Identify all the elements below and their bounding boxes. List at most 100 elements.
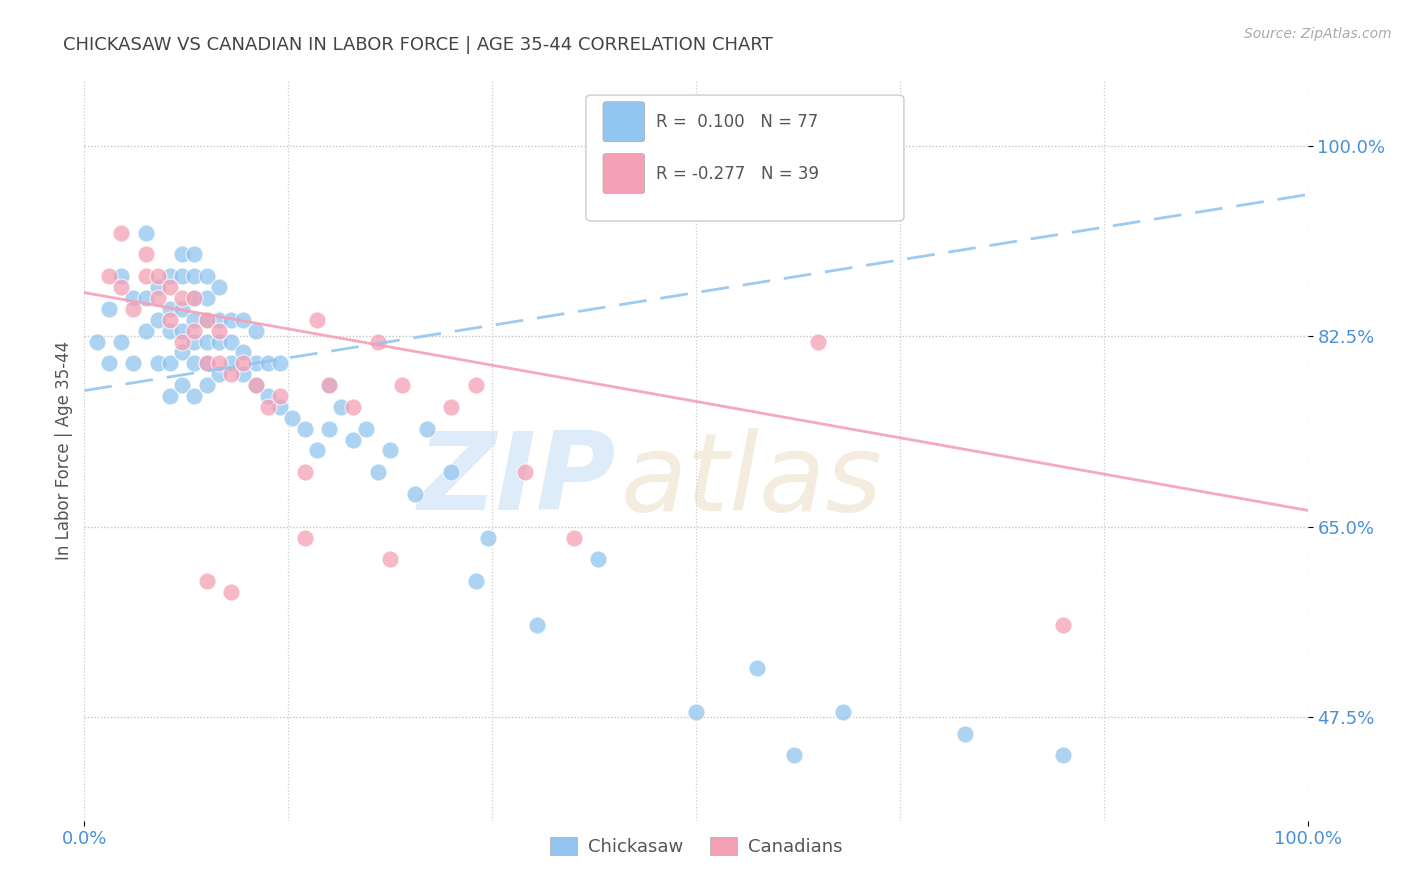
Point [440, 465, 463, 479]
Point [195, 356, 218, 370]
Point [257, 400, 280, 414]
Point [183, 291, 205, 305]
FancyBboxPatch shape [603, 102, 644, 142]
Point [562, 531, 585, 545]
Point [195, 574, 218, 588]
Point [110, 334, 132, 349]
Point [391, 378, 413, 392]
Point [195, 269, 218, 284]
Point [110, 280, 132, 294]
Point [232, 368, 254, 382]
Point [183, 313, 205, 327]
Point [172, 378, 194, 392]
Point [219, 356, 242, 370]
Point [208, 356, 231, 370]
Point [146, 313, 169, 327]
Point [367, 334, 389, 349]
Point [245, 324, 267, 338]
Point [953, 726, 976, 740]
Point [219, 313, 242, 327]
Point [354, 422, 377, 436]
Point [219, 368, 242, 382]
Point [464, 378, 486, 392]
Point [783, 748, 806, 763]
Point [208, 324, 231, 338]
Point [135, 247, 157, 261]
Point [172, 291, 194, 305]
Point [232, 345, 254, 359]
Text: CHICKASAW VS CANADIAN IN LABOR FORCE | AGE 35-44 CORRELATION CHART: CHICKASAW VS CANADIAN IN LABOR FORCE | A… [63, 36, 773, 54]
Point [159, 356, 181, 370]
Point [342, 400, 364, 414]
Point [464, 574, 486, 588]
Point [305, 443, 328, 458]
Point [122, 356, 145, 370]
Point [195, 313, 218, 327]
Point [183, 324, 205, 338]
Point [208, 334, 231, 349]
Point [159, 301, 181, 316]
Point [183, 269, 205, 284]
Point [1052, 748, 1074, 763]
Point [747, 661, 769, 675]
Point [269, 356, 291, 370]
Point [195, 378, 218, 392]
Point [110, 226, 132, 240]
Text: ZIP: ZIP [418, 427, 616, 533]
Point [294, 422, 316, 436]
Point [685, 705, 707, 719]
Point [294, 531, 316, 545]
Point [257, 389, 280, 403]
Point [380, 552, 402, 566]
Point [195, 313, 218, 327]
Point [97, 301, 120, 316]
Point [159, 324, 181, 338]
Point [183, 356, 205, 370]
Legend: Chickasaw, Canadians: Chickasaw, Canadians [543, 830, 849, 863]
Point [208, 368, 231, 382]
Text: R =  0.100   N = 77: R = 0.100 N = 77 [655, 112, 818, 131]
Point [135, 226, 157, 240]
Point [183, 247, 205, 261]
Point [342, 433, 364, 447]
Point [97, 269, 120, 284]
Point [172, 301, 194, 316]
Point [513, 465, 536, 479]
Point [208, 280, 231, 294]
Point [219, 585, 242, 599]
Point [195, 334, 218, 349]
Point [159, 280, 181, 294]
Point [404, 487, 426, 501]
Point [183, 389, 205, 403]
FancyBboxPatch shape [603, 153, 644, 194]
Text: Source: ZipAtlas.com: Source: ZipAtlas.com [1244, 27, 1392, 41]
Point [146, 356, 169, 370]
Point [86, 334, 108, 349]
Point [281, 410, 304, 425]
Point [135, 291, 157, 305]
Point [245, 378, 267, 392]
Point [269, 400, 291, 414]
Point [232, 356, 254, 370]
Point [305, 313, 328, 327]
Point [110, 269, 132, 284]
Point [807, 334, 830, 349]
Point [172, 345, 194, 359]
Point [831, 705, 853, 719]
Point [146, 269, 169, 284]
Point [159, 313, 181, 327]
Point [135, 269, 157, 284]
Text: atlas: atlas [620, 427, 882, 533]
Point [172, 269, 194, 284]
Point [380, 443, 402, 458]
Point [586, 552, 609, 566]
FancyBboxPatch shape [586, 95, 904, 221]
Point [416, 422, 439, 436]
Point [122, 301, 145, 316]
Point [135, 324, 157, 338]
Point [1052, 617, 1074, 632]
Point [146, 280, 169, 294]
Point [257, 356, 280, 370]
Point [159, 269, 181, 284]
Point [318, 378, 340, 392]
